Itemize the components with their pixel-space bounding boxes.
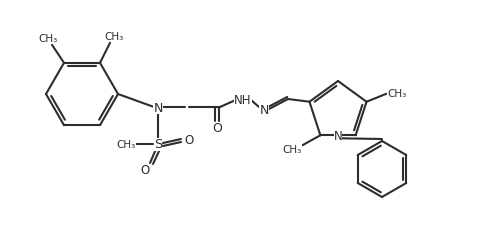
Text: O: O [140, 164, 150, 177]
Text: CH₃: CH₃ [387, 88, 406, 98]
Text: CH₃: CH₃ [283, 145, 302, 155]
Text: CH₃: CH₃ [116, 139, 136, 149]
Text: NH: NH [234, 93, 252, 106]
Text: N: N [153, 101, 163, 114]
Text: O: O [212, 122, 222, 135]
Text: O: O [184, 133, 193, 146]
Text: N: N [333, 129, 342, 142]
Text: N: N [260, 103, 269, 116]
Text: CH₃: CH₃ [38, 34, 58, 44]
Text: CH₃: CH₃ [104, 32, 123, 42]
Text: S: S [154, 138, 162, 151]
